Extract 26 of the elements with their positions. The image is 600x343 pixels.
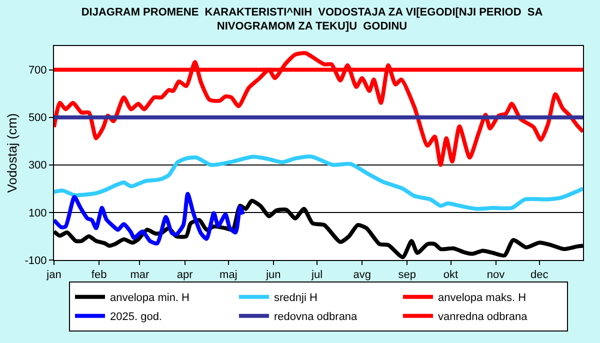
x-tick-label: apr	[176, 269, 194, 282]
x-tick-label: avg	[353, 269, 371, 282]
y-axis-title: Vodostaj (cm)	[4, 113, 20, 193]
chart-title: DIJAGRAM PROMENE KARAKTERISTI^NIH VODOSTAJA ZA VI[EGODI[NJI PERIOD SA NIVOGRAMOM ZA TEKU]U GODINU	[81, 6, 543, 33]
x-tick-label: maj	[220, 269, 238, 282]
legend-label: redovna odbrana	[274, 311, 358, 324]
legend-label: anvelopa min. H	[110, 292, 190, 304]
y-tick-label: 100	[28, 207, 47, 220]
y-tick-label: 300	[28, 160, 47, 172]
legend-label: anvelopa maks. H	[438, 292, 526, 304]
x-tick-label: sep	[398, 269, 416, 282]
y-tick-label: -100	[24, 254, 47, 267]
x-tick-label: mar	[130, 269, 150, 282]
y-tick-label: 700	[28, 64, 47, 77]
x-tick-label: dec	[530, 269, 549, 282]
legend-label: srednji H	[274, 292, 318, 304]
x-tick-label: jul	[310, 269, 323, 282]
x-tick-label: jun	[265, 269, 281, 282]
y-tick-label: 500	[28, 112, 47, 124]
x-tick-label: jan	[46, 269, 62, 282]
x-tick-label: feb	[91, 269, 107, 282]
legend-label: 2025. god.	[110, 311, 162, 324]
x-tick-label: okt	[443, 269, 458, 282]
legend-label: vanredna odbrana	[438, 311, 528, 324]
line-series	[54, 192, 245, 246]
x-tick-label: nov	[486, 269, 506, 282]
